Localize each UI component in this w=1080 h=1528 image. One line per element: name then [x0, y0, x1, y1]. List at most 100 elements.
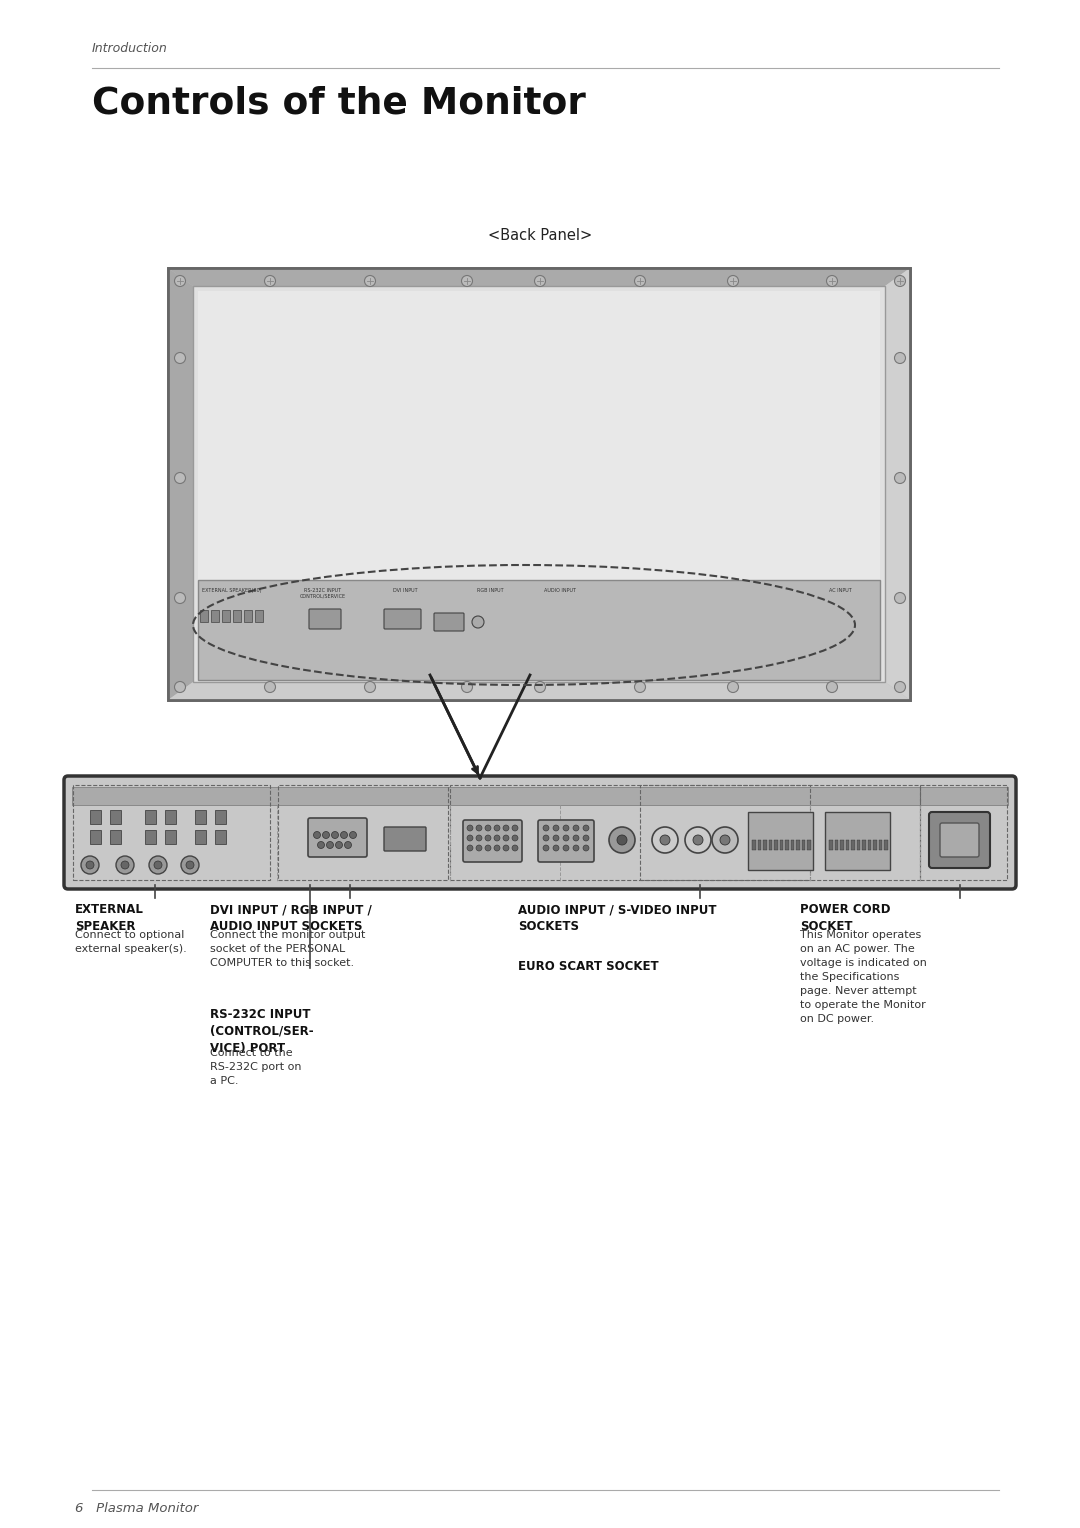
Circle shape [573, 845, 579, 851]
FancyBboxPatch shape [434, 613, 464, 631]
Polygon shape [885, 267, 910, 700]
Bar [640, 785, 920, 880]
Circle shape [503, 845, 509, 851]
Circle shape [340, 831, 348, 839]
Circle shape [563, 834, 569, 840]
Circle shape [467, 845, 473, 851]
Circle shape [467, 834, 473, 840]
Circle shape [476, 845, 482, 851]
Text: <Back Panel>: <Back Panel> [488, 228, 592, 243]
Bar [110, 810, 121, 824]
Bar [807, 840, 810, 850]
Circle shape [535, 275, 545, 287]
Circle shape [149, 856, 167, 874]
Circle shape [461, 275, 473, 287]
Circle shape [175, 275, 186, 287]
Text: DVI INPUT: DVI INPUT [393, 588, 417, 593]
Text: Connect to the
RS-232C port on
a PC.: Connect to the RS-232C port on a PC. [210, 1048, 301, 1086]
Bar [774, 840, 778, 850]
Circle shape [543, 825, 549, 831]
Bar [796, 840, 799, 850]
Bar [200, 610, 208, 622]
FancyBboxPatch shape [309, 610, 341, 630]
Circle shape [512, 825, 518, 831]
Circle shape [472, 616, 484, 628]
Circle shape [154, 860, 162, 869]
Circle shape [583, 825, 589, 831]
Bar [762, 840, 767, 850]
Bar [278, 785, 448, 880]
Bar [752, 840, 756, 850]
FancyBboxPatch shape [929, 811, 990, 868]
Circle shape [485, 845, 491, 851]
Bar [90, 830, 102, 843]
Circle shape [485, 825, 491, 831]
Circle shape [894, 275, 905, 287]
Circle shape [175, 593, 186, 604]
Text: POWER CORD
SOCKET: POWER CORD SOCKET [800, 903, 891, 934]
Circle shape [563, 845, 569, 851]
Circle shape [181, 856, 199, 874]
Text: Connect the monitor output
socket of the PERSONAL
COMPUTER to this socket.: Connect the monitor output socket of the… [210, 931, 365, 969]
Circle shape [660, 834, 670, 845]
Circle shape [175, 472, 186, 483]
Circle shape [583, 845, 589, 851]
FancyBboxPatch shape [64, 776, 1016, 889]
Bar [873, 840, 877, 850]
Bar [769, 840, 772, 850]
Circle shape [476, 834, 482, 840]
Text: EXTERNAL
SPEAKER: EXTERNAL SPEAKER [75, 903, 144, 934]
Circle shape [365, 681, 376, 692]
Circle shape [712, 827, 738, 853]
Circle shape [326, 842, 334, 848]
Bar [72, 787, 1008, 805]
FancyBboxPatch shape [463, 821, 522, 862]
FancyBboxPatch shape [384, 827, 426, 851]
Bar [165, 810, 176, 824]
Circle shape [81, 856, 99, 874]
Bar [198, 581, 880, 680]
Circle shape [894, 593, 905, 604]
Circle shape [617, 834, 627, 845]
Circle shape [186, 860, 194, 869]
Bar [215, 810, 226, 824]
Bar [757, 840, 761, 850]
Circle shape [553, 825, 559, 831]
Text: DVI INPUT / RGB INPUT /
AUDIO INPUT SOCKETS: DVI INPUT / RGB INPUT / AUDIO INPUT SOCK… [210, 903, 372, 934]
Text: Introduction: Introduction [92, 41, 167, 55]
Circle shape [175, 353, 186, 364]
Circle shape [175, 681, 186, 692]
Circle shape [336, 842, 342, 848]
Text: RS-232C INPUT
(CONTROL/SER-
VICE) PORT: RS-232C INPUT (CONTROL/SER- VICE) PORT [210, 1008, 313, 1054]
Circle shape [461, 681, 473, 692]
Circle shape [494, 845, 500, 851]
Circle shape [635, 275, 646, 287]
Circle shape [894, 353, 905, 364]
Bar [450, 785, 810, 880]
Circle shape [826, 681, 837, 692]
Bar [145, 830, 156, 843]
Circle shape [512, 834, 518, 840]
FancyBboxPatch shape [384, 610, 421, 630]
Circle shape [467, 825, 473, 831]
Circle shape [535, 681, 545, 692]
Circle shape [728, 681, 739, 692]
Bar [255, 610, 264, 622]
Text: Controls of the Monitor: Controls of the Monitor [92, 86, 585, 121]
Bar [920, 785, 1007, 880]
Circle shape [894, 472, 905, 483]
Circle shape [503, 825, 509, 831]
Circle shape [583, 834, 589, 840]
Circle shape [573, 825, 579, 831]
Circle shape [494, 834, 500, 840]
Circle shape [512, 845, 518, 851]
Circle shape [693, 834, 703, 845]
Circle shape [728, 275, 739, 287]
Circle shape [685, 827, 711, 853]
Bar [195, 830, 206, 843]
Bar [73, 785, 270, 880]
Bar [233, 610, 241, 622]
Circle shape [553, 834, 559, 840]
Circle shape [323, 831, 329, 839]
FancyBboxPatch shape [308, 817, 367, 857]
